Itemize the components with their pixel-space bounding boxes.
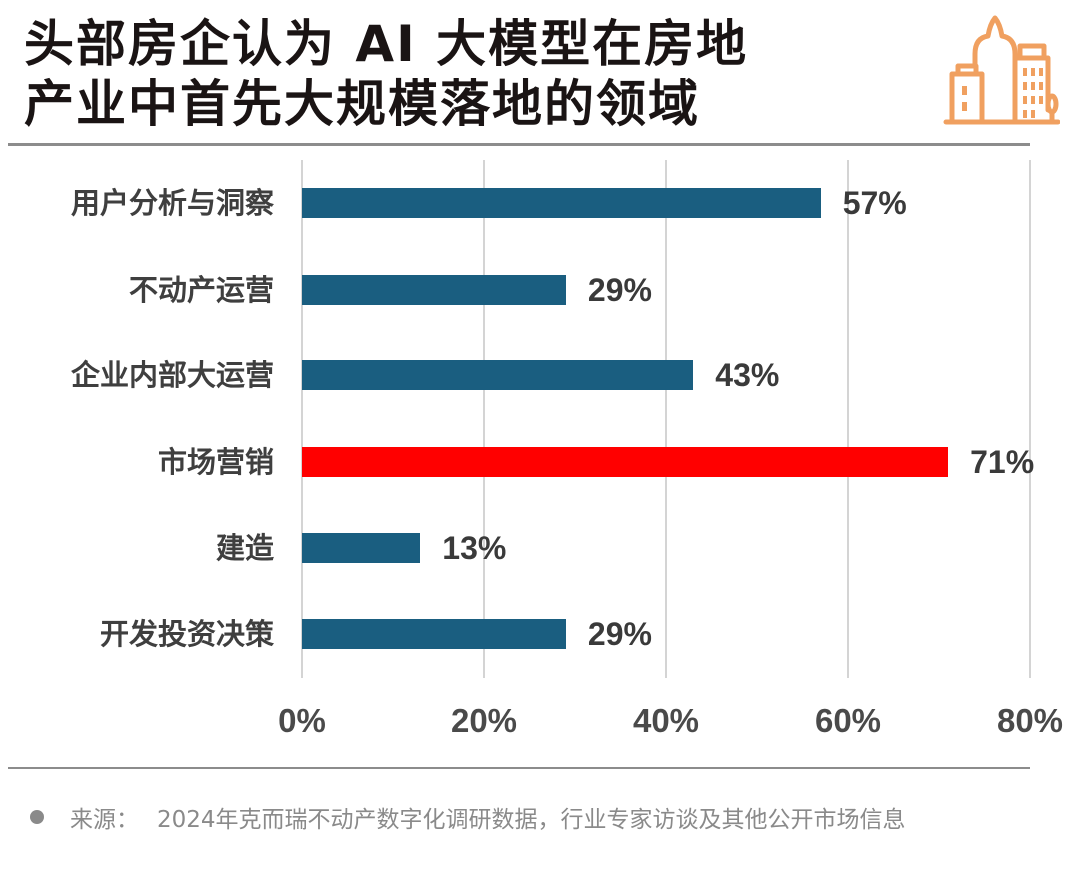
gridline: [1029, 160, 1031, 678]
value-label: 43%: [715, 357, 780, 393]
category-label: 市场营销: [157, 445, 274, 479]
source-note: 来源： 2024年克而瑞不动产数字化调研数据，行业专家访谈及其他公开市场信息: [30, 800, 906, 834]
value-label: 71%: [970, 444, 1035, 480]
value-label: 29%: [587, 272, 652, 308]
bar: [302, 275, 566, 305]
x-tick-label: 20%: [450, 702, 518, 739]
category-label: 用户分析与洞察: [70, 186, 274, 220]
gridline: [847, 160, 849, 678]
source-prefix: 来源：: [70, 807, 139, 833]
value-label: 29%: [587, 616, 652, 652]
x-tick-label: 40%: [632, 702, 700, 739]
gridline: [665, 160, 667, 678]
category-label: 开发投资决策: [99, 617, 274, 651]
city-buildings-icon: [940, 14, 1061, 136]
gridline: [301, 160, 303, 678]
x-tick-label: 0%: [278, 702, 326, 739]
gridline: [483, 160, 485, 678]
chart-title-line-2: 产业中首先大规模落地的领域: [24, 75, 700, 133]
bullet-icon: [30, 810, 44, 824]
x-tick-label: 80%: [996, 702, 1064, 739]
bar: [302, 619, 566, 649]
x-tick-label: 60%: [814, 702, 882, 739]
bar: [302, 360, 694, 390]
bar: [302, 188, 821, 218]
title-divider: [8, 143, 1030, 146]
chart-title: 头部房企认为 AI 大模型在房地 产业中首先大规模落地的领域: [24, 14, 924, 134]
bar: [302, 447, 949, 477]
bar-chart: 0% 20% 40% 60% 80% 用户分析与洞察 57% 不动产运营 29% 企业内部大运营 4…: [70, 160, 1064, 739]
chart-title-line-1: 头部房企认为 AI 大模型在房地: [24, 15, 749, 73]
category-label: 不动产运营: [128, 273, 274, 307]
source-text: 2024年克而瑞不动产数字化调研数据，行业专家访谈及其他公开市场信息: [157, 807, 906, 833]
category-label: 企业内部大运营: [70, 358, 274, 392]
category-label: 建造: [215, 531, 274, 565]
footer-divider: [8, 767, 1030, 769]
bar: [302, 533, 421, 563]
value-label: 57%: [842, 185, 907, 221]
value-label: 13%: [442, 530, 507, 566]
